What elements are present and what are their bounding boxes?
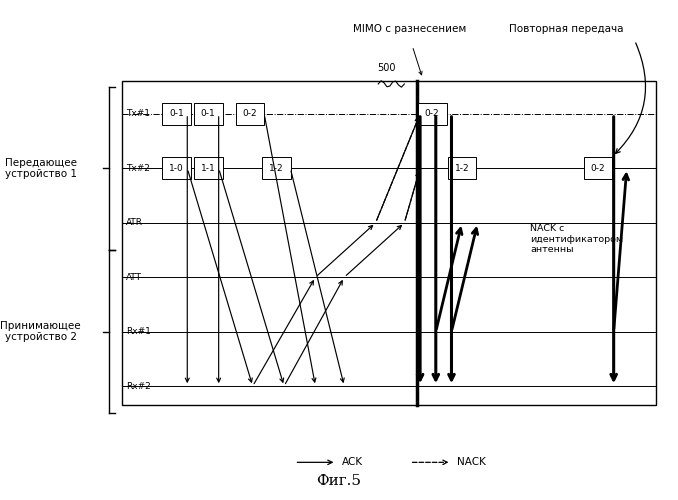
Text: Rx#2: Rx#2 — [126, 382, 151, 390]
Text: ATR: ATR — [126, 218, 143, 228]
FancyBboxPatch shape — [236, 103, 264, 125]
FancyBboxPatch shape — [262, 158, 291, 179]
FancyBboxPatch shape — [194, 158, 222, 179]
Text: 1-2: 1-2 — [269, 164, 283, 173]
FancyBboxPatch shape — [163, 103, 191, 125]
Text: Rx#1: Rx#1 — [126, 327, 151, 336]
Text: 0-2: 0-2 — [591, 164, 605, 173]
Text: NACK: NACK — [457, 458, 485, 468]
FancyBboxPatch shape — [447, 158, 477, 179]
Text: 1-0: 1-0 — [170, 164, 184, 173]
Text: Принимающее
устройство 2: Принимающее устройство 2 — [1, 321, 81, 342]
FancyBboxPatch shape — [418, 103, 447, 125]
Text: 0-1: 0-1 — [170, 110, 184, 118]
FancyArrowPatch shape — [616, 43, 645, 154]
FancyBboxPatch shape — [194, 103, 222, 125]
Text: Tx#2: Tx#2 — [126, 164, 150, 173]
Text: 0-2: 0-2 — [425, 110, 439, 118]
Text: 1-1: 1-1 — [201, 164, 216, 173]
Text: Передающее
устройство 1: Передающее устройство 1 — [5, 158, 77, 179]
Text: 1-2: 1-2 — [455, 164, 469, 173]
FancyBboxPatch shape — [163, 158, 191, 179]
Bar — [122, 81, 656, 405]
Text: Фиг.5: Фиг.5 — [317, 474, 361, 488]
Text: 500: 500 — [377, 63, 395, 73]
Text: Tx#1: Tx#1 — [126, 110, 150, 118]
Text: ATT: ATT — [126, 272, 142, 281]
Text: ACK: ACK — [342, 458, 363, 468]
Text: 0-2: 0-2 — [243, 110, 258, 118]
Text: 0-1: 0-1 — [201, 110, 216, 118]
Text: Повторная передача: Повторная передача — [509, 24, 624, 34]
Text: NACK с
идентификатором
антенны: NACK с идентификатором антенны — [530, 224, 623, 254]
FancyBboxPatch shape — [584, 158, 612, 179]
Text: MIMO с разнесением: MIMO с разнесением — [353, 24, 466, 34]
